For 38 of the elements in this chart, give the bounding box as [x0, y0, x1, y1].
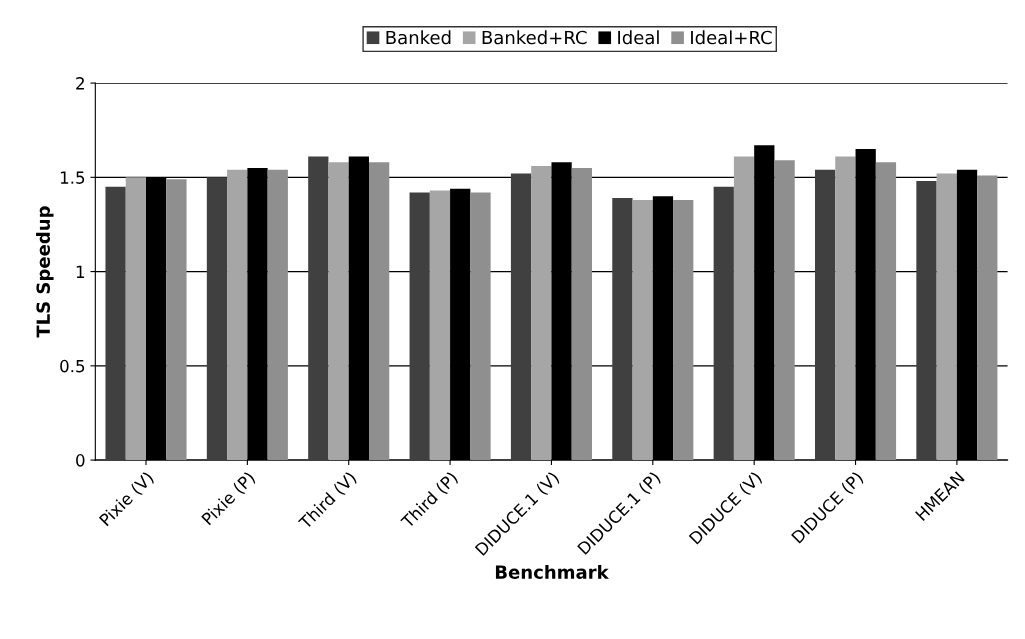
bar [206, 177, 228, 461]
x-axis-title: Benchmark [495, 564, 609, 579]
bar [308, 156, 329, 461]
bar [328, 162, 349, 461]
bar [227, 169, 248, 461]
y-axis-title: TLS Speedup [36, 206, 54, 338]
legend-label: Ideal [618, 30, 659, 45]
bar [733, 156, 755, 461]
bar [531, 166, 552, 461]
y-tick-label: 1.5 [60, 171, 85, 184]
bar [612, 198, 633, 461]
bar [977, 175, 998, 461]
bar [713, 186, 734, 461]
legend-label: Ideal+RC [691, 30, 772, 45]
bar [429, 190, 451, 461]
bar [571, 167, 592, 461]
bar [125, 177, 147, 461]
bar [166, 179, 187, 461]
bar [267, 169, 288, 461]
bar [875, 162, 897, 461]
legend-label: Banked+RC [482, 30, 587, 45]
y-tick-label: 2 [76, 77, 84, 90]
bar [510, 173, 532, 461]
bar [470, 192, 491, 461]
y-tick-label: 1 [76, 265, 85, 278]
bar [632, 199, 653, 461]
bar [673, 199, 694, 461]
bar [814, 169, 836, 461]
bar [105, 186, 126, 461]
legend-label: Banked [386, 30, 451, 45]
y-tick-label: 0.5 [60, 359, 85, 373]
bar [369, 162, 390, 461]
bar [835, 156, 856, 461]
bar [936, 173, 957, 461]
bar [409, 192, 430, 461]
bar [774, 160, 795, 461]
y-tick-label: 0 [76, 454, 85, 467]
bar [916, 181, 937, 461]
